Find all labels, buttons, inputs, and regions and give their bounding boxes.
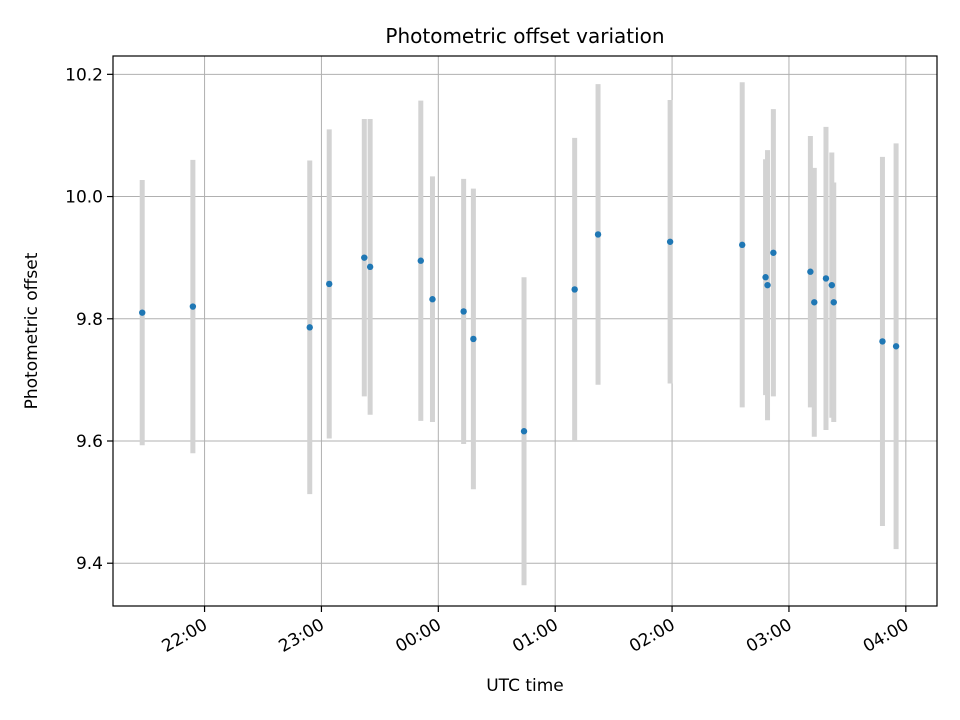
data-point xyxy=(807,268,814,275)
data-point xyxy=(764,281,771,289)
data-point xyxy=(306,324,313,331)
y-tick-label: 10.0 xyxy=(65,188,103,208)
data-point xyxy=(429,296,436,303)
data-point xyxy=(417,257,424,264)
data-point xyxy=(762,274,769,281)
data-point xyxy=(189,303,197,310)
data-point xyxy=(811,299,818,306)
plot-area-frame xyxy=(112,55,938,607)
point-layer xyxy=(139,231,900,435)
data-point xyxy=(460,308,467,315)
data-point xyxy=(571,286,578,293)
data-point xyxy=(770,249,777,256)
data-point xyxy=(361,254,368,261)
y-tick-label: 10.2 xyxy=(65,65,103,85)
data-point xyxy=(822,275,830,282)
x-axis-title: UTC time xyxy=(486,676,564,696)
chart-title: Photometric offset variation xyxy=(385,24,664,48)
data-point xyxy=(520,428,528,435)
data-point xyxy=(470,335,477,343)
data-point xyxy=(879,338,886,345)
data-point xyxy=(828,281,836,289)
data-point xyxy=(366,263,374,271)
data-point xyxy=(139,309,146,316)
data-point xyxy=(326,280,333,288)
data-point xyxy=(892,343,900,350)
data-point xyxy=(666,238,674,245)
data-point xyxy=(830,299,837,306)
y-tick-label: 9.8 xyxy=(76,310,103,330)
data-point xyxy=(594,231,602,238)
y-axis-title: Photometric offset xyxy=(22,252,42,409)
y-tick-label: 9.4 xyxy=(76,554,103,574)
data-point xyxy=(739,241,746,249)
y-tick-label: 9.6 xyxy=(76,432,103,452)
